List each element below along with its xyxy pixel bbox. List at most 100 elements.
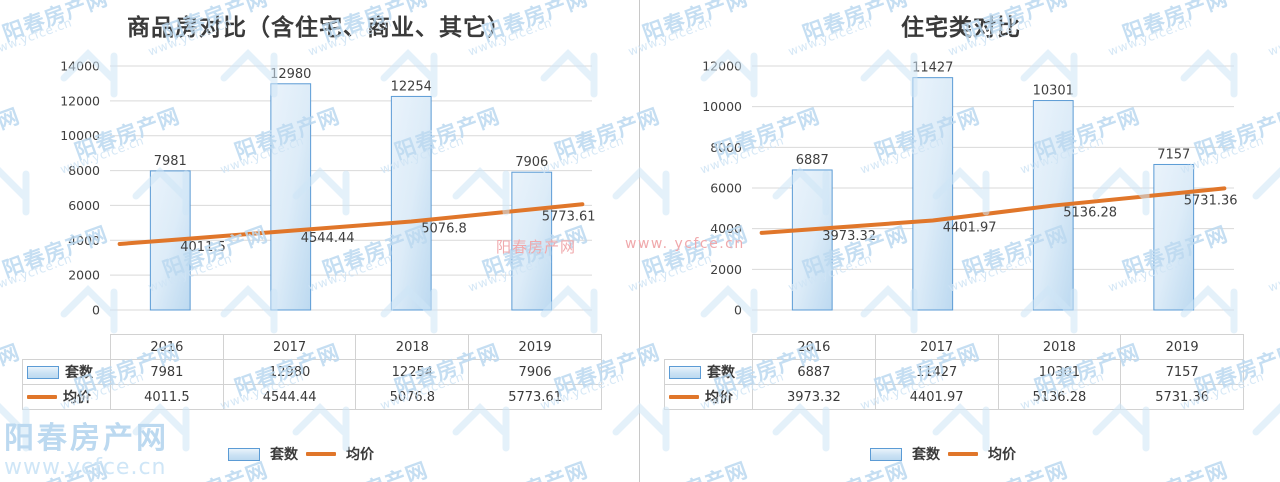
bar-value-label: 7157 xyxy=(1157,147,1190,162)
pane-divider xyxy=(639,0,640,482)
category-label: 2018 xyxy=(997,334,1122,360)
chart-title-left: 商品房对比（含住宅、商业、其它） xyxy=(127,14,511,41)
series-key-cell: 均价 xyxy=(664,384,753,410)
line-swatch-icon xyxy=(948,452,978,456)
table-row: 2016 2017 2018 2019 xyxy=(664,334,1244,360)
bar[interactable] xyxy=(1153,163,1195,311)
legend-label-bar: 套数 xyxy=(270,447,298,463)
y-axis-tick-label: 0 xyxy=(734,303,742,318)
plot-area-right: 0 2000 4000 6000 8000 10000 12000 6887 11427 1030… xyxy=(642,52,1262,340)
series-key-cell: 套数 xyxy=(22,359,111,385)
line-series-path[interactable] xyxy=(759,186,1227,235)
table-cell: 4401.97 xyxy=(874,384,999,410)
bar-value-label: 12980 xyxy=(270,67,311,82)
series-key-label: 套数 xyxy=(707,365,735,381)
y-axis-tick-label: 14000 xyxy=(60,59,100,74)
data-table-right: 2016 2017 2018 2019 套数 6887 11427 10301 7157 均价 39… xyxy=(664,334,1244,410)
table-cell: 12254 xyxy=(355,359,470,385)
legend-label-line: 均价 xyxy=(346,447,374,463)
plot-area-left: 0 2000 4000 6000 8000 10000 12000 14000 7981 1298… xyxy=(0,52,620,340)
line-value-label: 5136.28 xyxy=(1063,206,1117,221)
y-axis-tick-label: 12000 xyxy=(702,59,742,74)
bar[interactable] xyxy=(270,83,312,311)
line-value-label: 5773.61 xyxy=(542,209,596,224)
line-value-label: 4011.5 xyxy=(180,240,226,255)
table-cell: 11427 xyxy=(874,359,999,385)
table-row: 套数 7981 12980 12254 7906 xyxy=(22,359,602,385)
y-axis-tick-label: 12000 xyxy=(60,93,100,108)
chart-svg: 0 2000 4000 6000 8000 10000 12000 6887 11427 1030… xyxy=(702,59,1238,318)
table-row: 均价 4011.5 4544.44 5076.8 5773.61 xyxy=(22,384,602,410)
table-cell: 6887 xyxy=(752,359,876,385)
chart-legend-left: 套数 均价 xyxy=(228,444,374,464)
legend-label-bar: 套数 xyxy=(912,447,940,463)
chart-svg: 0 2000 4000 6000 8000 10000 12000 14000 7981 1298… xyxy=(60,59,596,318)
bar[interactable] xyxy=(511,171,553,311)
chart-legend-right: 套数 均价 xyxy=(870,444,1016,464)
category-label: 2018 xyxy=(355,334,470,360)
line-series-path[interactable] xyxy=(117,202,585,246)
legend-item-line[interactable]: 均价 xyxy=(948,444,1016,464)
series-key-cell: 均价 xyxy=(22,384,111,410)
table-cell: 10301 xyxy=(997,359,1122,385)
y-axis-tick-label: 0 xyxy=(92,303,100,318)
legend-label-line: 均价 xyxy=(988,447,1016,463)
table-cell: 5136.28 xyxy=(997,384,1122,410)
line-swatch-icon xyxy=(306,452,336,456)
chart-pane-left: 商品房对比（含住宅、商业、其它） 0 2000 4000 6000 8000 10000 1… xyxy=(0,0,638,482)
table-corner-cell xyxy=(664,334,753,360)
category-label: 2019 xyxy=(468,334,602,360)
data-table-left: 2016 2017 2018 2019 套数 7981 12980 12254 7906 均价 40… xyxy=(22,334,602,410)
y-axis-tick-label: 6000 xyxy=(710,181,742,196)
y-axis-tick-label: 8000 xyxy=(710,140,742,155)
series-key-cell: 套数 xyxy=(664,359,753,385)
category-label: 2016 xyxy=(752,334,876,360)
y-axis-tick-label: 4000 xyxy=(68,233,100,248)
line-value-label: 3973.32 xyxy=(822,229,876,244)
bar-value-label: 10301 xyxy=(1033,84,1074,99)
legend-item-line[interactable]: 均价 xyxy=(306,444,374,464)
line-swatch-icon xyxy=(27,395,57,399)
series-key-label: 套数 xyxy=(65,365,93,381)
category-label: 2016 xyxy=(110,334,224,360)
table-cell: 7906 xyxy=(468,359,602,385)
table-cell: 4544.44 xyxy=(222,384,357,410)
y-axis-tick-label: 8000 xyxy=(68,163,100,178)
table-cell: 5731.36 xyxy=(1120,384,1244,410)
bar[interactable] xyxy=(912,77,954,311)
series-key-label: 均价 xyxy=(705,390,733,406)
legend-item-bar[interactable]: 套数 xyxy=(228,444,298,464)
y-axis-tick-label: 10000 xyxy=(60,128,100,143)
table-row: 均价 3973.32 4401.97 5136.28 5731.36 xyxy=(664,384,1244,410)
y-axis-tick-label: 2000 xyxy=(710,262,742,277)
y-axis-tick-label: 2000 xyxy=(68,268,100,283)
legend-item-bar[interactable]: 套数 xyxy=(870,444,940,464)
table-cell: 7157 xyxy=(1120,359,1244,385)
bar-value-label: 6887 xyxy=(796,153,829,168)
y-axis-tick-label: 6000 xyxy=(68,198,100,213)
line-swatch-icon xyxy=(669,395,699,399)
table-cell: 4011.5 xyxy=(110,384,224,410)
bar-value-label: 7906 xyxy=(515,155,548,170)
table-row: 套数 6887 11427 10301 7157 xyxy=(664,359,1244,385)
table-cell: 3973.32 xyxy=(752,384,876,410)
bar-value-label: 7981 xyxy=(154,154,187,169)
chart-pane-right: 住宅类对比 0 2000 4000 6000 8000 10000 12000 6887 114… xyxy=(642,0,1280,482)
bar-value-label: 11427 xyxy=(912,61,953,76)
category-label: 2017 xyxy=(222,334,357,360)
line-value-label: 4401.97 xyxy=(943,220,997,235)
bar[interactable] xyxy=(390,95,432,311)
bar-swatch-icon xyxy=(27,365,59,379)
line-value-label: 5076.8 xyxy=(421,222,467,237)
category-label: 2017 xyxy=(874,334,999,360)
y-axis-tick-label: 10000 xyxy=(702,99,742,114)
table-cell: 5076.8 xyxy=(355,384,470,410)
line-value-label: 5731.36 xyxy=(1184,193,1238,208)
bar-value-label: 12254 xyxy=(391,79,432,94)
category-label: 2019 xyxy=(1120,334,1244,360)
y-axis-tick-label: 4000 xyxy=(710,221,742,236)
chart-title-right: 住宅类对比 xyxy=(901,14,1021,41)
table-cell: 7981 xyxy=(110,359,224,385)
table-cell: 5773.61 xyxy=(468,384,602,410)
table-row: 2016 2017 2018 2019 xyxy=(22,334,602,360)
